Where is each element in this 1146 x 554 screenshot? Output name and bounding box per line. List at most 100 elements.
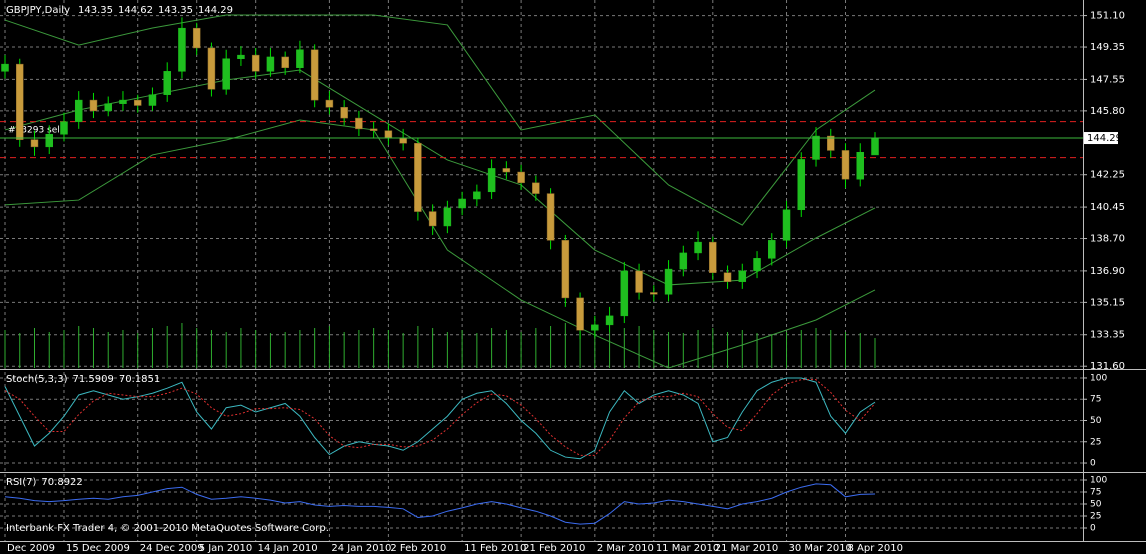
y-tick-label: 142.25 bbox=[1090, 170, 1125, 181]
candle-body bbox=[60, 121, 68, 135]
candle-body bbox=[856, 151, 865, 180]
order-label: #73293 sell bbox=[8, 125, 62, 135]
y-tick-label: 25 bbox=[1090, 512, 1101, 522]
bollinger-band bbox=[4, 119, 876, 369]
candle-body bbox=[871, 137, 879, 156]
y-tick-label: 75 bbox=[1090, 395, 1101, 405]
y-tick-label: 50 bbox=[1090, 416, 1102, 426]
price-tag-label: 144.29 bbox=[1087, 133, 1122, 144]
candle-body bbox=[723, 272, 732, 282]
candle-body bbox=[74, 99, 83, 122]
candle-body bbox=[178, 27, 186, 72]
candle-body bbox=[237, 54, 245, 59]
ohlc-close: 144.29 bbox=[198, 5, 233, 16]
candle-body bbox=[738, 270, 747, 282]
x-tick-label: 8 Apr 2010 bbox=[848, 543, 903, 554]
ohlc-low: 143.35 bbox=[158, 5, 193, 16]
x-tick-label: 2 Mar 2010 bbox=[597, 543, 654, 554]
rsi-value: 70.8922 bbox=[41, 477, 82, 488]
x-tick-label: 30 Mar 2010 bbox=[789, 543, 852, 554]
y-tick-label: 138.70 bbox=[1090, 234, 1125, 245]
candle-body bbox=[192, 27, 201, 49]
stoch-header: Stoch(5,3,3) 71.5909 70.1851 bbox=[6, 374, 160, 385]
candle-body bbox=[458, 198, 466, 209]
candle-body bbox=[133, 99, 142, 106]
y-tick-label: 0 bbox=[1090, 459, 1096, 469]
y-tick-label: 50 bbox=[1090, 500, 1102, 510]
indicator-line bbox=[4, 379, 876, 456]
stoch-signal-value: 70.1851 bbox=[119, 374, 160, 385]
y-tick-label: 149.35 bbox=[1090, 42, 1125, 53]
bollinger-band bbox=[4, 14, 876, 226]
rsi-title: RSI(7) bbox=[6, 477, 37, 488]
candle-body bbox=[207, 47, 216, 90]
y-tick-label: 25 bbox=[1090, 437, 1101, 447]
candle-body bbox=[517, 171, 525, 184]
stoch-title: Stoch(5,3,3) bbox=[6, 374, 68, 385]
candle-body bbox=[89, 99, 98, 112]
x-tick-label: 2 Feb 2010 bbox=[390, 543, 446, 554]
x-tick-label: 24 Dec 2009 bbox=[140, 543, 204, 554]
candle-body bbox=[443, 207, 452, 227]
candle-body bbox=[473, 191, 481, 200]
candle-body bbox=[310, 49, 319, 101]
candle-body bbox=[664, 268, 673, 295]
y-tick-label: 145.80 bbox=[1090, 106, 1125, 117]
candle-body bbox=[827, 135, 835, 151]
x-tick-label: Dec 2009 bbox=[7, 543, 55, 554]
candle-body bbox=[694, 241, 702, 254]
candle-body bbox=[428, 211, 437, 227]
candle-body bbox=[281, 56, 289, 68]
candle-body bbox=[30, 139, 39, 148]
candle-body bbox=[222, 58, 230, 90]
candle-body bbox=[620, 270, 629, 317]
y-tick-label: 100 bbox=[1090, 373, 1107, 383]
x-tick-label: 14 Jan 2010 bbox=[258, 543, 318, 554]
candle-body bbox=[782, 209, 791, 241]
candle-body bbox=[355, 117, 363, 130]
symbol-title: GBPJPY,Daily bbox=[6, 5, 70, 16]
candle-body bbox=[768, 240, 776, 259]
y-tick-label: 151.10 bbox=[1090, 11, 1125, 22]
indicator-line bbox=[4, 483, 876, 525]
candle-body bbox=[296, 49, 304, 68]
ohlc-open: 143.35 bbox=[78, 5, 113, 16]
candle-body bbox=[532, 182, 540, 194]
footer: Interbank FX Trader 4, © 2001-2010 MetaQ… bbox=[6, 523, 329, 534]
candle-body bbox=[104, 103, 112, 112]
y-tick-label: 75 bbox=[1090, 488, 1101, 498]
candle-body bbox=[325, 99, 334, 108]
x-tick-label: 5 Jan 2010 bbox=[199, 543, 253, 554]
y-tick-label: 100 bbox=[1090, 476, 1107, 486]
y-tick-label: 131.60 bbox=[1090, 361, 1125, 372]
candle-body bbox=[650, 292, 658, 295]
x-tick-label: 11 Feb 2010 bbox=[464, 543, 526, 554]
candle-body bbox=[251, 54, 260, 72]
candle-body bbox=[369, 128, 378, 131]
candle-body bbox=[414, 142, 422, 212]
candle-body bbox=[119, 99, 127, 104]
candle-body bbox=[679, 252, 688, 270]
candle-body bbox=[487, 168, 496, 193]
rsi-header: RSI(7) 70.8922 bbox=[6, 477, 83, 488]
candle-body bbox=[502, 168, 511, 173]
ohlc-high: 144.62 bbox=[118, 5, 153, 16]
indicator-line bbox=[4, 377, 876, 460]
y-tick-label: 135.15 bbox=[1090, 297, 1125, 308]
candle-body bbox=[812, 135, 820, 160]
candle-body bbox=[163, 71, 171, 95]
candle-body bbox=[797, 159, 806, 211]
x-tick-label: 21 Mar 2010 bbox=[715, 543, 778, 554]
x-tick-label: 11 Mar 2010 bbox=[656, 543, 719, 554]
candle-body bbox=[709, 241, 717, 273]
candle-body bbox=[15, 63, 24, 140]
candle-body bbox=[576, 297, 584, 331]
y-tick-label: 133.35 bbox=[1090, 330, 1125, 341]
stoch-main-value: 71.5909 bbox=[72, 374, 113, 385]
x-tick-label: 15 Dec 2009 bbox=[66, 543, 130, 554]
y-tick-label: 147.55 bbox=[1090, 74, 1125, 85]
candle-body bbox=[635, 270, 643, 293]
y-tick-label: 136.90 bbox=[1090, 266, 1125, 277]
